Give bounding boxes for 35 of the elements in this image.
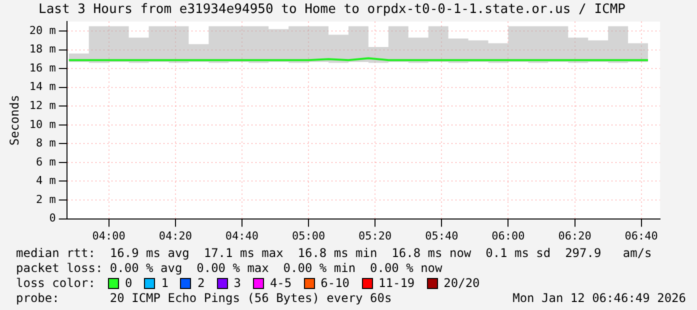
y-tick-label: 14 m — [29, 80, 56, 94]
text: packet loss: 0.00 % avg 0.00 % max 0.00 % min 0.00 % now — [16, 261, 444, 276]
x-tick-label: 06:40 — [624, 229, 658, 242]
text: median rtt: 16.9 ms avg 17.1 ms max 16.8 ms min 16.8 ms now 0.1 ms sd 297.9 am/s — [16, 246, 653, 261]
y-tick-label: 8 m — [36, 136, 56, 150]
x-tick-label: 04:20 — [158, 229, 192, 242]
chart-title: Last 3 Hours from e31934e94950 to Home to orpdx-t0-0-1-1.state.or.us / ICMP — [38, 2, 626, 18]
text: 4-5 — [270, 276, 292, 291]
x-tick-label: 06:20 — [558, 229, 592, 242]
text: 11-19 — [378, 276, 415, 291]
text: 3 — [234, 276, 241, 291]
y-tick-label: 20 m — [29, 24, 56, 37]
x-tick-label: 06:00 — [492, 229, 525, 242]
y-tick-label: 12 m — [29, 98, 56, 112]
y-tick-label: 6 m — [36, 155, 56, 168]
x-tick-label: 05:40 — [425, 229, 458, 242]
text: 0 — [125, 276, 132, 291]
text: 20/20 — [444, 276, 480, 291]
text: 2 — [197, 276, 205, 291]
y-axis-title: Seconds — [7, 94, 22, 146]
y-tick-label: 4 m — [36, 174, 56, 188]
y-tick-label: 16 m — [29, 61, 56, 74]
x-tick-label: 05:20 — [358, 229, 392, 242]
x-tick-label: 05:00 — [292, 229, 326, 242]
x-tick-label: 04:40 — [225, 229, 259, 242]
y-tick-label: 0 — [49, 212, 56, 225]
text: Mon Jan 12 06:46:49 2026 — [512, 291, 686, 306]
text: 1 — [161, 276, 168, 291]
y-tick-label: 18 m — [29, 42, 56, 56]
y-tick-label: 10 m — [29, 118, 56, 131]
y-tick-label: 2 m — [36, 192, 56, 206]
text: probe: 20 ICMP Echo Pings (56 Bytes) every 60s — [16, 291, 392, 306]
text: 6-10 — [320, 276, 350, 291]
text: loss color: — [16, 276, 96, 291]
x-tick-label: 04:00 — [92, 229, 126, 242]
